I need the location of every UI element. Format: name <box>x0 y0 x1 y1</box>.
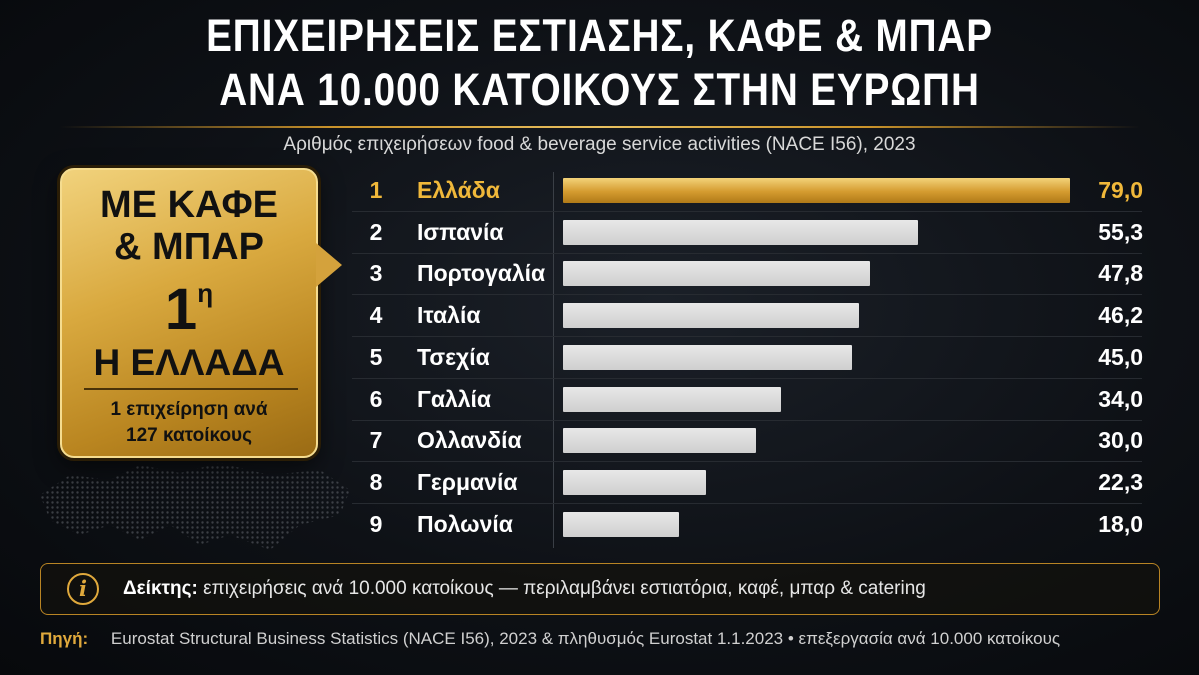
value-label: 47,8 <box>1098 260 1143 287</box>
badge-rank: 1η <box>62 276 316 343</box>
category-label: Ιταλία <box>417 302 481 329</box>
badge-rank-suffix: η <box>197 278 214 308</box>
chart-divider <box>553 172 554 548</box>
info-description: επιχειρήσεις ανά 10.000 κατοίκους — περι… <box>203 578 926 599</box>
badge-note-2: 127 κατοίκους <box>126 425 252 446</box>
bar <box>563 261 870 287</box>
subtitle: Αριθμός επιχειρήσεων food & beverage ser… <box>283 134 916 155</box>
bar <box>563 469 707 495</box>
info-label: Δείκτης: <box>123 578 198 599</box>
row-separator <box>352 211 1142 212</box>
row-separator <box>352 336 1142 338</box>
bar <box>563 386 782 412</box>
row-separator <box>352 461 1142 463</box>
badge-separator <box>84 388 298 390</box>
value-label: 30,0 <box>1098 427 1143 454</box>
badge-pointer <box>316 243 342 287</box>
category-label: Πολωνία <box>417 510 513 537</box>
value-label: 55,3 <box>1098 218 1143 245</box>
badge-note-1: 1 επιχείρηση ανά <box>110 399 268 420</box>
category-label: Ελλάδα <box>417 177 500 203</box>
value-label: 79,0 <box>1098 177 1143 203</box>
rank-label: 8 <box>369 468 383 495</box>
info-icon: i <box>67 573 99 605</box>
bar <box>563 178 1070 203</box>
value-label: 18,0 <box>1098 510 1143 537</box>
bar <box>563 303 860 329</box>
rank-label: 3 <box>369 260 383 287</box>
rank-label: 5 <box>369 343 383 370</box>
bar <box>563 428 756 454</box>
rank-label: 6 <box>369 385 383 412</box>
category-label: Τσεχία <box>417 343 490 370</box>
category-label: Γερμανία <box>417 468 518 495</box>
highlight-badge: ΜΕ ΚΑΦΕ & ΜΠΑΡ 1η Η ΕΛΛΑΔΑ 1 επιχείρηση … <box>60 168 318 458</box>
europe-map-decoration <box>40 463 350 550</box>
rank-label: 9 <box>369 510 383 537</box>
value-label: 46,2 <box>1098 302 1143 329</box>
badge-line-4: Η ΕΛΛΑΔΑ <box>93 342 285 383</box>
row-separator <box>352 294 1142 296</box>
category-label: Γαλλία <box>417 385 492 412</box>
category-label: Ισπανία <box>417 218 504 245</box>
value-label: 34,0 <box>1098 385 1143 412</box>
title-divider <box>60 126 1140 128</box>
row-separator <box>352 502 1142 504</box>
info-text: Δείκτης: επιχειρήσεις ανά 10.000 κατοίκο… <box>123 578 926 600</box>
rank-label: 7 <box>369 427 383 454</box>
row-separator <box>352 377 1142 379</box>
rank-label: 2 <box>369 218 383 245</box>
row-separator <box>352 419 1142 421</box>
title-line-1: ΕΠΙΧΕΙΡΗΣΕΙΣ ΕΣΤΙΑΣΗΣ, ΚΑΦΕ & ΜΠΑΡ <box>206 10 993 61</box>
value-label: 45,0 <box>1098 343 1143 370</box>
source-label: Πηγή: <box>40 629 89 648</box>
bar <box>563 344 852 370</box>
source-text: Eurostat Structural Business Statistics … <box>110 629 1061 648</box>
badge-rank-number: 1 <box>164 277 198 342</box>
info-box: i Δείκτης: επιχειρήσεις ανά 10.000 κατοί… <box>40 563 1160 615</box>
category-label: Ολλανδία <box>417 427 522 454</box>
value-label: 22,3 <box>1098 468 1143 495</box>
title-line-2: ΑΝΑ 10.000 ΚΑΤΟΙΚΟΥΣ ΣΤΗΝ ΕΥΡΩΠΗ <box>219 64 980 115</box>
rank-label: 1 <box>369 177 383 203</box>
row-separator <box>352 252 1142 254</box>
badge-line-2: & ΜΠΑΡ <box>114 226 264 268</box>
badge-line-1: ΜΕ ΚΑΦΕ <box>100 184 278 226</box>
bar <box>563 219 918 245</box>
rank-label: 4 <box>369 302 383 329</box>
source-line: Πηγή: Eurostat Structural Business Stati… <box>40 629 1060 649</box>
bar <box>563 511 679 537</box>
category-label: Πορτογαλία <box>417 260 546 287</box>
